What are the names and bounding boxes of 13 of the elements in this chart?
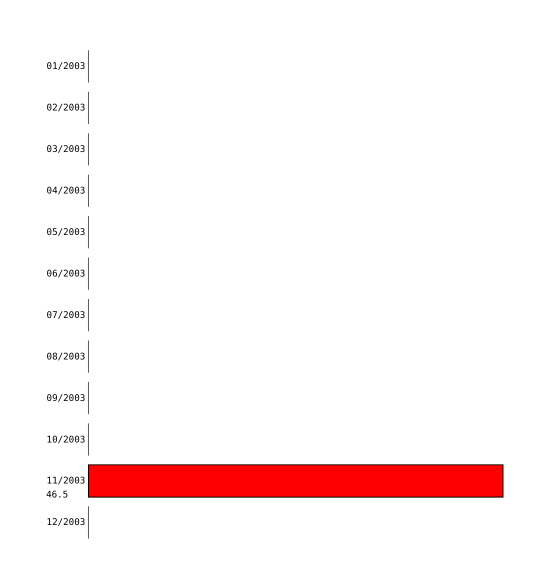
y-tick-label: 03/2003 [46, 144, 86, 156]
y-tick-label: 12/2003 [46, 517, 86, 528]
y-tick-label: 11/2003 [46, 476, 86, 487]
y-tick-label: 05/2003 [46, 226, 86, 238]
y-tick-label: 09/2003 [46, 392, 86, 404]
data-label: 46.5 [46, 490, 68, 501]
y-tick-label: 04/2003 [46, 186, 86, 197]
y-tick-label: 08/2003 [46, 351, 86, 362]
y-tick-label: 07/2003 [46, 310, 86, 321]
y-tick-label: 10/2003 [46, 434, 86, 446]
y-tick-label: 02/2003 [46, 102, 86, 114]
y-tick-label: 06/2003 [46, 268, 86, 280]
y-tick-label: 01/2003 [46, 61, 86, 72]
